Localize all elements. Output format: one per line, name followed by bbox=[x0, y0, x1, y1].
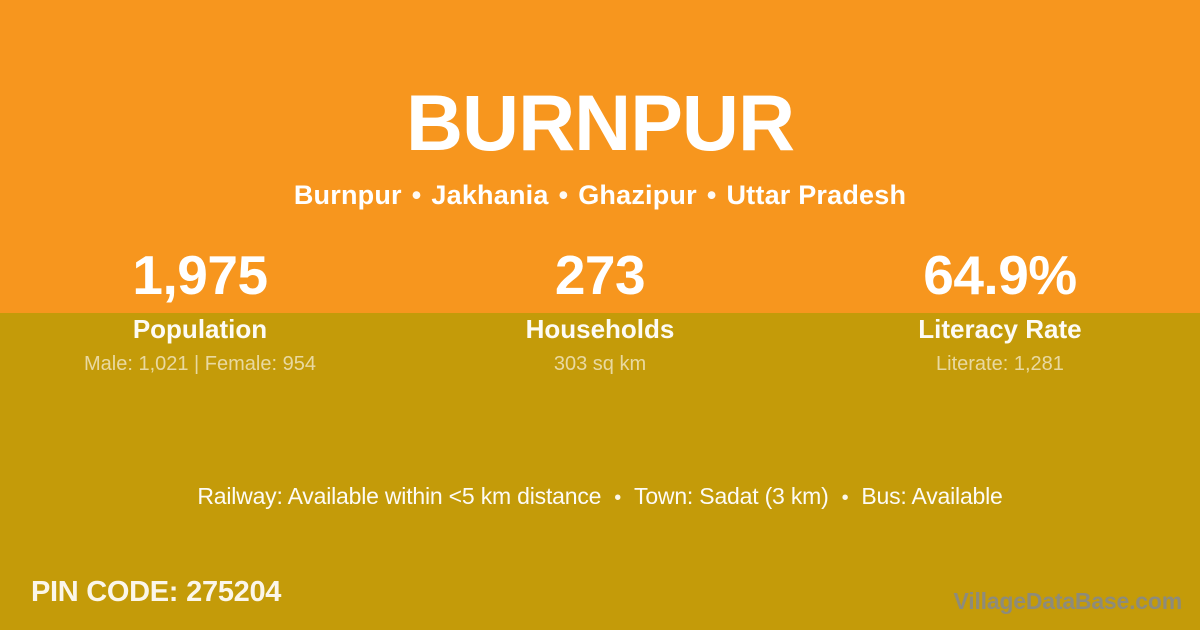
pin-code-value: 275204 bbox=[186, 576, 282, 608]
breadcrumb-village: Burnpur bbox=[293, 180, 402, 210]
bus-info: Bus: Available bbox=[861, 483, 1003, 509]
transport-info-row: Railway: Available within <5 km distance… bbox=[0, 484, 1200, 511]
pin-code: PIN CODE: 275204 bbox=[31, 577, 281, 607]
bullet-separator-icon: • bbox=[706, 180, 717, 210]
households-label: Households bbox=[525, 314, 675, 344]
breadcrumb-block: Jakhania bbox=[431, 180, 549, 210]
breadcrumb: Burnpur • Jakhania • Ghazipur • Uttar Pradesh bbox=[0, 181, 1200, 209]
stat-households: 273 Households 303 sq km bbox=[400, 248, 800, 375]
watermark-site-name: VillageDataBase.com bbox=[953, 588, 1183, 614]
page-title: BURNPUR bbox=[406, 78, 795, 167]
body-band bbox=[0, 313, 1200, 630]
town-info: Town: Sadat (3 km) bbox=[634, 483, 829, 509]
bullet-separator-icon: • bbox=[841, 487, 849, 509]
literacy-value: 64.9% bbox=[923, 244, 1077, 306]
railway-info: Railway: Available within <5 km distance bbox=[197, 483, 602, 509]
households-detail: 303 sq km bbox=[553, 353, 647, 375]
bullet-separator-icon: • bbox=[558, 180, 569, 210]
breadcrumb-district: Ghazipur bbox=[578, 180, 697, 210]
literacy-label: Literacy Rate bbox=[918, 314, 1082, 344]
population-value: 1,975 bbox=[132, 244, 268, 306]
stat-literacy: 64.9% Literacy Rate Literate: 1,281 bbox=[800, 248, 1200, 375]
bullet-separator-icon: • bbox=[411, 180, 422, 210]
population-detail: Male: 1,021 | Female: 954 bbox=[83, 353, 316, 375]
pin-code-label: PIN CODE: bbox=[31, 576, 179, 608]
literacy-detail: Literate: 1,281 bbox=[936, 353, 1064, 375]
stat-population: 1,975 Population Male: 1,021 | Female: 9… bbox=[0, 248, 400, 375]
households-value: 273 bbox=[554, 244, 646, 306]
breadcrumb-state: Uttar Pradesh bbox=[726, 180, 907, 210]
header-band bbox=[0, 0, 1200, 313]
stats-row: 1,975 Population Male: 1,021 | Female: 9… bbox=[0, 248, 1200, 375]
population-label: Population bbox=[132, 314, 268, 344]
bullet-separator-icon: • bbox=[614, 487, 622, 509]
